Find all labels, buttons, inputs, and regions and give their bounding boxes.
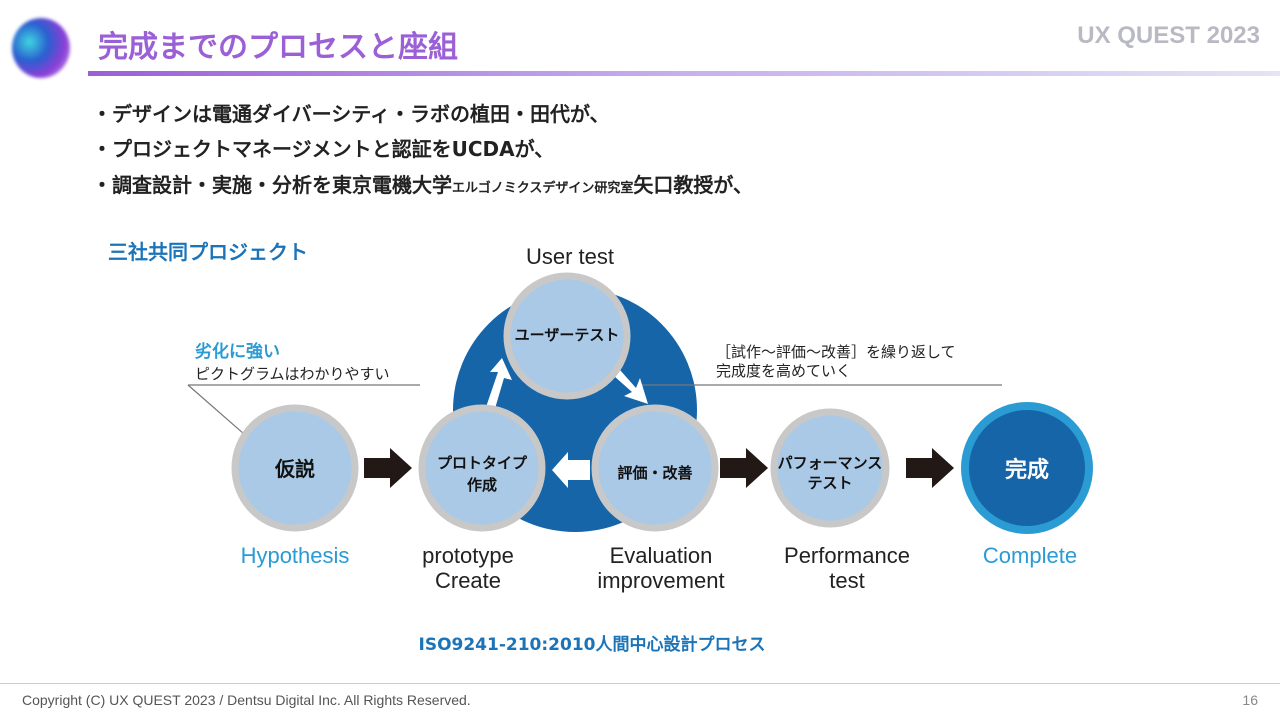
node-prototype (418, 404, 546, 532)
joint-project-label: 三社共同プロジェクト (108, 240, 308, 264)
bullet-pm: ・プロジェクトマネージメントと認証をUCDAが、 (92, 137, 555, 161)
prototype-label-2: Create (434, 568, 502, 593)
arrow-up-icon (485, 358, 512, 412)
callout-right-line1: ［試作～評価～改善］を繰り返して (716, 343, 956, 361)
node-evaluation (591, 404, 719, 532)
hypothesis-label: Hypothesis (240, 543, 350, 568)
arrow-down-icon (614, 370, 648, 404)
node-evaluation-label: 評価・改善 (617, 464, 692, 482)
page-title: 完成までのプロセスと座組 (98, 30, 458, 65)
callout-left-text: ピクトグラムはわかりやすい (195, 365, 390, 383)
performance-label: Performance test (784, 543, 910, 593)
callout-right-line2: 完成度を高めていく (716, 362, 852, 380)
diagram-caption: ISO9241-210:2010人間中心設計プロセス (418, 635, 766, 655)
user-test-title: User test (525, 244, 615, 269)
node-performance-label-2: テスト (807, 474, 852, 492)
arrow-right-icon (906, 448, 954, 488)
evaluation-label: Evaluation improvement (597, 543, 724, 593)
node-prototype-label-1: プロトタイプ (437, 454, 528, 472)
arrow-left-icon (552, 452, 590, 488)
prototype-label: prototype Create (422, 543, 514, 593)
node-performance (770, 408, 890, 528)
evaluation-label-1: Evaluation (609, 543, 713, 568)
page-number: 16 (1242, 692, 1258, 708)
complete-label: Complete (982, 543, 1078, 568)
cycle-arrows (485, 358, 648, 488)
bullet-research: ・調査設計・実施・分析を東京電機大学エルゴノミクスデザイン研究室矢口教授が、 (92, 169, 753, 198)
callout-left-highlight: 劣化に強い (195, 342, 280, 362)
evaluation-label-2: improvement (597, 568, 725, 593)
performance-label-2: test (829, 568, 865, 593)
prototype-label-1: prototype (422, 543, 514, 568)
bullet-research-main: ・調査設計・実施・分析を東京電機大学 (92, 173, 452, 197)
brand-logo: UX QUEST 2023 (1077, 22, 1260, 49)
node-performance-label-1: パフォーマンス (778, 454, 883, 472)
node-complete-label: 完成 (1005, 457, 1049, 483)
bullet-research-tail: 矢口教授が、 (633, 173, 753, 197)
node-user-test (503, 272, 631, 400)
arrow-right-icon (364, 448, 412, 488)
logo-orb (12, 18, 70, 78)
arrow-right-icon (720, 448, 768, 488)
footer-divider (0, 683, 1280, 684)
node-hypothesis (231, 404, 359, 532)
node-complete (961, 402, 1093, 534)
title-divider (88, 71, 1280, 76)
node-prototype-label-2: 作成 (467, 476, 497, 494)
bullet-design: ・デザインは電通ダイバーシティ・ラボの植田・田代が、 (92, 102, 610, 126)
node-user-test-label: ユーザーテスト (515, 326, 620, 344)
performance-label-1: Performance (784, 543, 910, 568)
copyright: Copyright (C) UX QUEST 2023 / Dentsu Dig… (22, 692, 471, 708)
node-hypothesis-label: 仮説 (274, 457, 315, 481)
bullet-research-lab: エルゴノミクスデザイン研究室 (452, 181, 634, 196)
